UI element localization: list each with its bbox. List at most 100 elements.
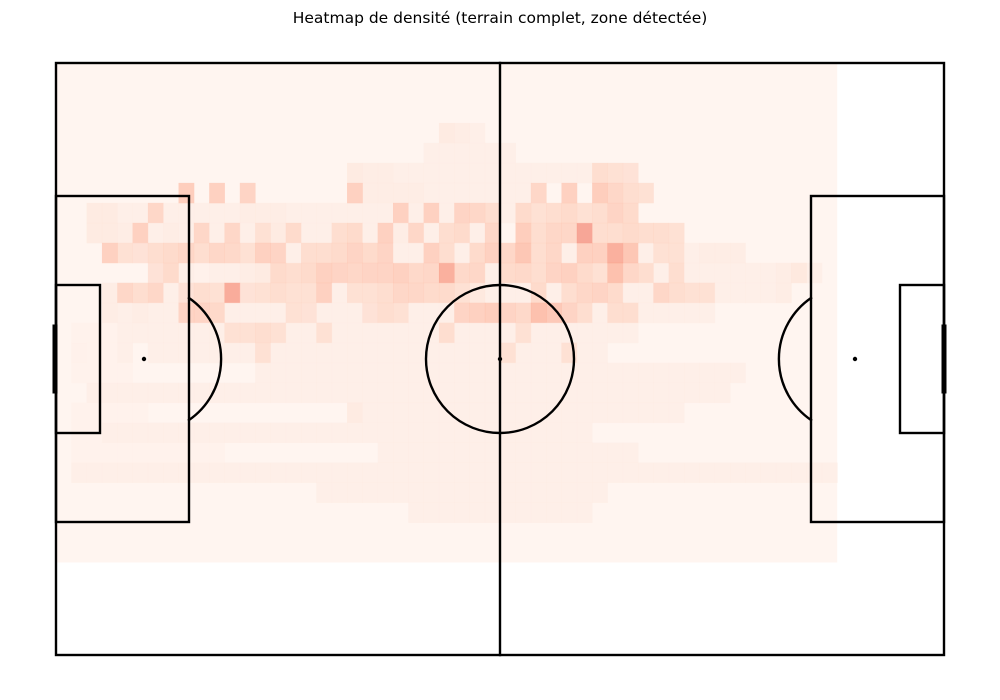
- heatmap-cell: [454, 122, 470, 144]
- heatmap-cell: [408, 202, 425, 224]
- heatmap-cell: [117, 402, 133, 424]
- heatmap-cell: [163, 222, 179, 244]
- heatmap-cell: [209, 462, 225, 483]
- heatmap-cell: [239, 242, 256, 264]
- heatmap-cell: [684, 302, 700, 324]
- heatmap-cell: [331, 202, 348, 224]
- heatmap-cell: [515, 342, 532, 364]
- heatmap-cell: [546, 342, 562, 364]
- heatmap-cell: [438, 302, 455, 324]
- heatmap-cell: [301, 302, 317, 324]
- heatmap-cell: [699, 462, 716, 483]
- heatmap-cell: [285, 462, 302, 483]
- heatmap-cell: [270, 342, 287, 364]
- heatmap-cell: [515, 262, 532, 284]
- heatmap-cell: [193, 242, 210, 264]
- heatmap-cell: [209, 242, 225, 264]
- pitch-spots: [141, 356, 858, 362]
- heatmap-cell: [101, 202, 118, 224]
- heatmap-cell: [454, 502, 470, 523]
- heatmap-cell: [469, 302, 486, 324]
- heatmap-cell: [592, 342, 608, 364]
- heatmap-cell: [668, 242, 685, 264]
- heatmap-cell: [806, 462, 823, 483]
- heatmap-cell: [393, 422, 409, 444]
- heatmap-cell: [775, 282, 792, 304]
- heatmap-cell: [347, 402, 363, 424]
- heatmap-cell: [653, 462, 670, 483]
- heatmap-cell: [423, 242, 440, 264]
- heatmap-cell: [438, 462, 455, 483]
- heatmap-cell: [454, 482, 470, 503]
- heatmap-cell: [576, 282, 593, 304]
- heatmap-cell: [622, 262, 639, 284]
- heatmap-cell: [576, 502, 593, 523]
- heatmap-cell: [239, 282, 256, 304]
- heatmap-cell: [561, 502, 578, 523]
- heatmap-cell: [546, 502, 562, 523]
- heatmap-cell: [239, 322, 256, 344]
- heatmap-cell: [668, 382, 685, 404]
- heatmap-cell: [224, 462, 241, 483]
- heatmap-cell: [469, 322, 486, 344]
- heatmap-cell: [316, 342, 333, 364]
- right-six-yard-box: [898, 283, 946, 435]
- heatmap-cell: [622, 302, 639, 324]
- heatmap-cell: [408, 302, 425, 324]
- heatmap-cell: [622, 362, 639, 384]
- heatmap-cell: [408, 182, 425, 204]
- heatmap-cell: [500, 382, 516, 404]
- heatmap-cell: [454, 242, 470, 264]
- heatmap-cell: [71, 442, 88, 463]
- heatmap-cell: [331, 482, 348, 503]
- heatmap-cell: [561, 402, 578, 424]
- heatmap-cell: [515, 442, 532, 463]
- heatmap-cell: [71, 322, 88, 344]
- heatmap-cell: [408, 502, 425, 523]
- heatmap-cell: [484, 342, 501, 364]
- heatmap-cell: [423, 222, 440, 244]
- heatmap-cell: [347, 362, 363, 384]
- heatmap-cell: [331, 282, 348, 304]
- heatmap-cell: [699, 282, 716, 304]
- heatmap-cell: [438, 362, 455, 384]
- heatmap-cell: [438, 122, 455, 144]
- heatmap-cell: [530, 482, 547, 503]
- heatmap-cell: [546, 402, 562, 424]
- heatmap-cell: [546, 362, 562, 384]
- heatmap-cell: [316, 382, 333, 404]
- heatmap-cell: [423, 162, 440, 184]
- heatmap-cell: [500, 482, 516, 503]
- heatmap-cell: [500, 142, 516, 164]
- heatmap-cell: [408, 462, 425, 483]
- heatmap-cell: [438, 422, 455, 444]
- heatmap-cell: [423, 402, 440, 424]
- heatmap-cell: [699, 302, 716, 324]
- heatmap-cell: [469, 242, 486, 264]
- heatmap-cell: [530, 462, 547, 483]
- heatmap-cell: [423, 182, 440, 204]
- heatmap-cell: [71, 342, 88, 364]
- heatmap-cell: [224, 202, 241, 224]
- heatmap-cell: [438, 142, 455, 164]
- heatmap-cell: [546, 422, 562, 444]
- heatmap-cell: [484, 262, 501, 284]
- heatmap-cell: [163, 242, 179, 264]
- heatmap-cell: [500, 322, 516, 344]
- heatmap-cell: [576, 402, 593, 424]
- heatmap-cell: [622, 202, 639, 224]
- heatmap-cell: [622, 242, 639, 264]
- heatmap-cell: [178, 302, 195, 324]
- heatmap-cell: [607, 442, 624, 463]
- heatmap-cell: [178, 382, 195, 404]
- heatmap-cell: [393, 462, 409, 483]
- heatmap-cell: [454, 382, 470, 404]
- heatmap-cell: [408, 442, 425, 463]
- heatmap-cell: [193, 322, 210, 344]
- heatmap-cell: [347, 462, 363, 483]
- heatmap-cell: [163, 202, 179, 224]
- heatmap-cell: [147, 222, 164, 244]
- heatmap-cell: [607, 182, 624, 204]
- heatmap-cell: [117, 362, 133, 384]
- heatmap-cell: [592, 322, 608, 344]
